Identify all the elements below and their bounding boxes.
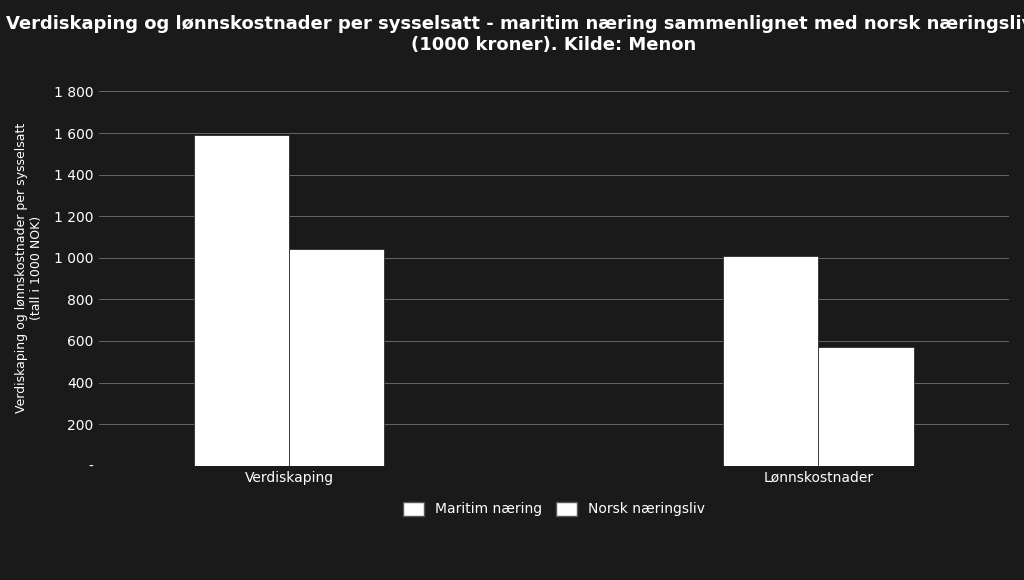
Bar <box>818 347 913 466</box>
Bar <box>194 135 289 466</box>
Y-axis label: Verdiskaping og lønnskostnader per sysselsatt
(tall i 1000 NOK): Verdiskaping og lønnskostnader per sysse… <box>15 123 43 414</box>
Title: Verdiskaping og lønnskostnader per sysselsatt - maritim næring sammenlignet med : Verdiskaping og lønnskostnader per sysse… <box>6 15 1024 54</box>
Bar <box>723 256 818 466</box>
Legend: Maritim næring, Norsk næringsliv: Maritim næring, Norsk næringsliv <box>397 496 711 522</box>
Bar <box>289 249 384 466</box>
